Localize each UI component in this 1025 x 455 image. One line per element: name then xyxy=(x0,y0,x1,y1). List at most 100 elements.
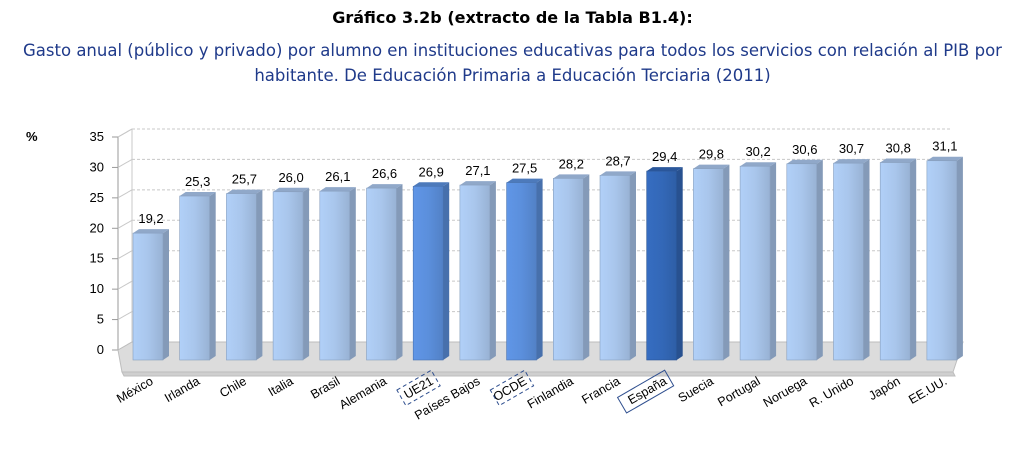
value-label-5: 26,1 xyxy=(325,169,350,184)
bar-top-14 xyxy=(740,162,777,167)
category-label-15: Noruega xyxy=(761,374,810,410)
category-10: Finlandia xyxy=(525,374,576,412)
bar-side-9 xyxy=(536,178,543,360)
gridline-depth-10 xyxy=(117,280,133,290)
value-label-12: 29,4 xyxy=(652,149,677,164)
category-label-5: Brasil xyxy=(308,374,342,402)
category-box-7 xyxy=(396,369,441,407)
category-2: Irlanda xyxy=(162,374,202,405)
category-label-14: Portugal xyxy=(715,374,762,409)
bar-top-18 xyxy=(926,156,963,161)
bar-12 xyxy=(646,170,678,361)
bar-side-3 xyxy=(256,189,263,360)
bar-top-8 xyxy=(459,181,496,186)
bar-side-12 xyxy=(676,167,683,360)
category-box-9 xyxy=(489,369,535,407)
category-label-17: Japón xyxy=(866,374,903,403)
category-4: Italia xyxy=(266,374,296,399)
value-label-8: 27,1 xyxy=(465,163,490,178)
chart-subtitle: Gasto anual (público y privado) por alum… xyxy=(0,38,1025,88)
category-label-4: Italia xyxy=(266,374,296,399)
category-label-1: México xyxy=(114,374,155,406)
bar-15 xyxy=(786,163,818,361)
bar-top-10 xyxy=(553,174,590,179)
bar-top-7 xyxy=(413,182,450,187)
category-16: R. Unido xyxy=(807,374,856,410)
chart-subtitle-line-2: habitante. De Educación Primaria a Educa… xyxy=(254,66,771,85)
bar-side-6 xyxy=(396,184,403,360)
category-11: Francia xyxy=(579,374,622,407)
category-label-10: Finlandia xyxy=(525,374,576,412)
bar-top-5 xyxy=(319,187,356,192)
gridline-depth-25 xyxy=(117,189,133,199)
chart-floor-edge xyxy=(121,371,956,377)
bar-3 xyxy=(226,193,257,361)
value-label-7: 26,9 xyxy=(419,164,444,179)
bar-5 xyxy=(319,190,351,361)
bar-side-17 xyxy=(910,158,917,360)
bar-4 xyxy=(272,191,304,361)
value-label-1: 19,2 xyxy=(138,211,163,226)
value-label-4: 26,0 xyxy=(278,170,303,185)
value-label-9: 27,5 xyxy=(512,161,537,176)
bar-top-6 xyxy=(366,184,403,189)
category-13: Suecia xyxy=(676,374,716,405)
category-5: Brasil xyxy=(308,374,342,402)
category-12: España xyxy=(616,369,675,414)
bar-11 xyxy=(599,175,631,361)
category-label-7: UE21 xyxy=(402,374,436,402)
bar-top-12 xyxy=(646,167,683,172)
bar-14 xyxy=(739,165,771,361)
bar-13 xyxy=(693,168,724,361)
value-label-15: 30,6 xyxy=(792,142,817,157)
category-label-6: Alemania xyxy=(337,374,389,412)
y-tick-label-20: 20 xyxy=(90,220,104,235)
gridline-depth-15 xyxy=(117,250,133,260)
bar-top-9 xyxy=(506,178,543,183)
y-tick-label-10: 10 xyxy=(90,281,104,296)
bar-6 xyxy=(366,187,397,361)
bar-side-5 xyxy=(349,187,356,360)
category-18: EE.UU. xyxy=(906,374,949,407)
chart-subtitle-line-1: Gasto anual (público y privado) por alum… xyxy=(23,41,1002,60)
value-label-11: 28,7 xyxy=(605,153,630,168)
gridline-depth-20 xyxy=(117,219,133,229)
value-label-2: 25,3 xyxy=(185,174,210,189)
gridline-depth-35 xyxy=(117,128,133,138)
value-label-13: 29,8 xyxy=(699,147,724,162)
category-label-2: Irlanda xyxy=(162,374,202,405)
y-tick-label-15: 15 xyxy=(90,251,104,266)
category-label-16: R. Unido xyxy=(807,374,856,410)
bar-side-8 xyxy=(489,181,496,360)
bar-side-14 xyxy=(770,162,777,360)
bar-top-4 xyxy=(273,187,310,192)
category-label-3: Chile xyxy=(217,374,249,400)
bar-side-2 xyxy=(209,192,216,360)
bar-side-1 xyxy=(163,229,169,360)
y-tick-label-5: 5 xyxy=(97,312,104,327)
bar-7 xyxy=(412,185,444,361)
bar-9 xyxy=(506,182,537,361)
bar-top-3 xyxy=(226,189,263,194)
bar-side-16 xyxy=(863,159,870,360)
value-label-3: 25,7 xyxy=(232,172,257,187)
bar-side-7 xyxy=(443,182,450,360)
category-3: Chile xyxy=(217,374,249,400)
category-label-12: España xyxy=(625,374,669,407)
bar-side-18 xyxy=(956,156,963,360)
category-1: México xyxy=(114,374,155,406)
category-label-11: Francia xyxy=(579,374,622,407)
bar-top-15 xyxy=(786,159,823,164)
bar-2 xyxy=(179,195,210,361)
y-axis-label: % xyxy=(26,129,38,144)
bar-top-16 xyxy=(833,159,870,164)
value-label-6: 26,6 xyxy=(372,166,397,181)
category-box-12 xyxy=(616,369,675,414)
gridline-depth-30 xyxy=(117,158,133,168)
bar-side-15 xyxy=(816,159,823,360)
category-6: Alemania xyxy=(337,374,389,412)
y-tick-label-35: 35 xyxy=(90,129,104,144)
chart-title: Gráfico 3.2b (extracto de la Tabla B1.4)… xyxy=(332,8,693,27)
value-label-16: 30,7 xyxy=(839,141,864,156)
